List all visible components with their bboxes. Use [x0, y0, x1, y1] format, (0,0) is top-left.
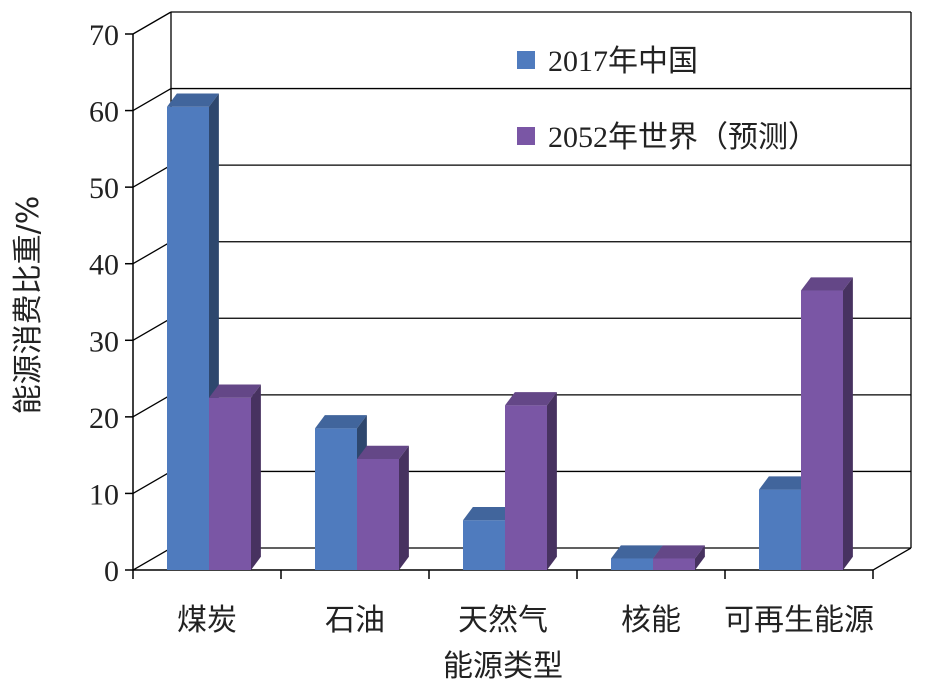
bar-top [357, 445, 409, 459]
bar-top [463, 507, 515, 521]
y-axis-title: 能源消费比重/% [11, 196, 46, 415]
bar-top [505, 392, 557, 406]
chart-bars [167, 93, 853, 571]
bar-front [167, 106, 209, 570]
bar-top [167, 93, 219, 107]
legend-label-0: 2017年中国 [548, 45, 698, 78]
bar-front [801, 290, 843, 570]
bar-side [547, 392, 557, 570]
x-tick-label: 煤炭 [177, 603, 237, 638]
bar [357, 445, 409, 570]
legend: 2017年中国 2052年世界（预测） [517, 45, 818, 154]
chart-labels: 0 10 20 30 40 50 60 70 煤炭 石油 天然气 核能 可再生能源 [89, 19, 874, 638]
bar-front [653, 558, 695, 570]
x-tick-label: 石油 [325, 603, 385, 638]
bar-side [399, 445, 409, 570]
bar-top [611, 545, 663, 559]
floor-edge [872, 547, 912, 571]
side-gridline [132, 164, 172, 188]
side-gridline [132, 394, 172, 418]
y-tick-label: 0 [104, 555, 119, 588]
bar-front [315, 428, 357, 570]
y-tick-label: 70 [89, 19, 119, 52]
side-gridline [132, 241, 172, 265]
y-tick-label: 60 [89, 96, 119, 129]
bar-side [695, 545, 705, 570]
x-tick-label: 可再生能源 [724, 603, 874, 638]
side-gridline [132, 317, 172, 341]
bar [505, 392, 557, 570]
legend-swatch-1 [517, 127, 535, 145]
bar-top [759, 476, 811, 490]
bar-front [357, 458, 399, 570]
bar-front [463, 520, 505, 570]
y-tick-label: 30 [89, 325, 119, 358]
side-gridline [132, 547, 172, 571]
bar-top [315, 415, 367, 429]
legend-swatch-0 [517, 51, 535, 69]
y-tick-label: 10 [89, 478, 119, 511]
legend-label-1: 2052年世界（预测） [548, 121, 818, 154]
bar-top [801, 277, 853, 291]
bar-front [759, 489, 801, 570]
bar [209, 384, 261, 570]
y-tick-label: 20 [89, 402, 119, 435]
side-gridline [132, 11, 172, 35]
y-tick-label: 50 [89, 172, 119, 205]
bar-front [611, 558, 653, 570]
bar-front [505, 405, 547, 570]
bar-top [653, 545, 705, 559]
side-gridline [132, 88, 172, 112]
x-axis-title: 能源类型 [443, 649, 563, 684]
x-tick-label: 核能 [621, 603, 681, 638]
side-gridline [132, 470, 172, 494]
bar-side [251, 384, 261, 570]
bar-top [209, 384, 261, 398]
y-tick-label: 40 [89, 249, 119, 282]
bar [653, 545, 705, 570]
bar-front [209, 397, 251, 570]
x-tick-label: 天然气 [458, 603, 548, 638]
bar-side [843, 277, 853, 570]
bar [801, 277, 853, 570]
